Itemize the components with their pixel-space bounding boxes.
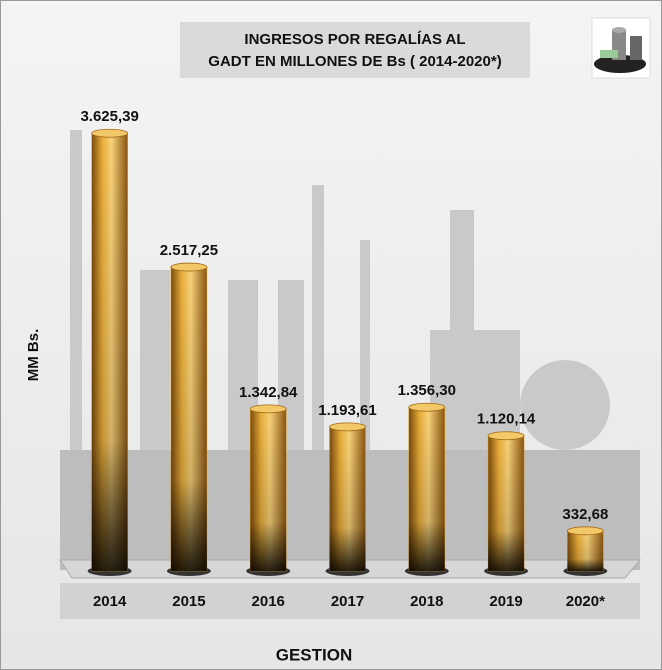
value-label: 1.356,30: [398, 382, 456, 399]
value-label: 332,68: [562, 506, 608, 523]
x-tick-label: 2019: [489, 593, 522, 610]
bar-shade: [408, 407, 445, 571]
bar-top: [566, 526, 604, 536]
bar-shade: [329, 426, 366, 571]
value-label: 1.120,14: [477, 411, 536, 428]
bar-top: [487, 431, 525, 441]
x-axis-label: GESTION: [276, 645, 353, 664]
icon: [591, 17, 651, 79]
y-axis-label: MM Bs.: [25, 329, 42, 382]
value-label: 3.625,39: [80, 108, 138, 125]
bar-top: [408, 402, 446, 412]
category-band: [60, 583, 640, 619]
bar-top: [329, 422, 366, 432]
x-tick-label: 2020*: [566, 593, 605, 610]
bar-shade: [250, 408, 287, 571]
bar-top: [91, 128, 129, 138]
value-label: 1.342,84: [239, 384, 298, 401]
bar-shade: [170, 267, 207, 571]
x-tick-label: 2017: [331, 593, 364, 610]
chart-title: INGRESOS POR REGALÍAS AL: [244, 31, 465, 48]
bar-top: [249, 404, 287, 414]
bar-shade: [567, 530, 604, 571]
x-tick-label: 2016: [252, 593, 285, 610]
value-label: 1.193,61: [318, 402, 376, 419]
x-tick-label: 2014: [93, 593, 127, 610]
title-box: [180, 22, 530, 78]
x-tick-label: 2015: [172, 593, 205, 610]
x-tick-label: 2018: [410, 593, 443, 610]
bar-shade: [91, 133, 128, 571]
chart-title: GADT EN MILLONES DE Bs ( 2014-2020*): [208, 53, 501, 70]
value-label: 2.517,25: [160, 242, 218, 259]
bar-top: [170, 262, 208, 272]
bar-shade: [488, 435, 525, 571]
